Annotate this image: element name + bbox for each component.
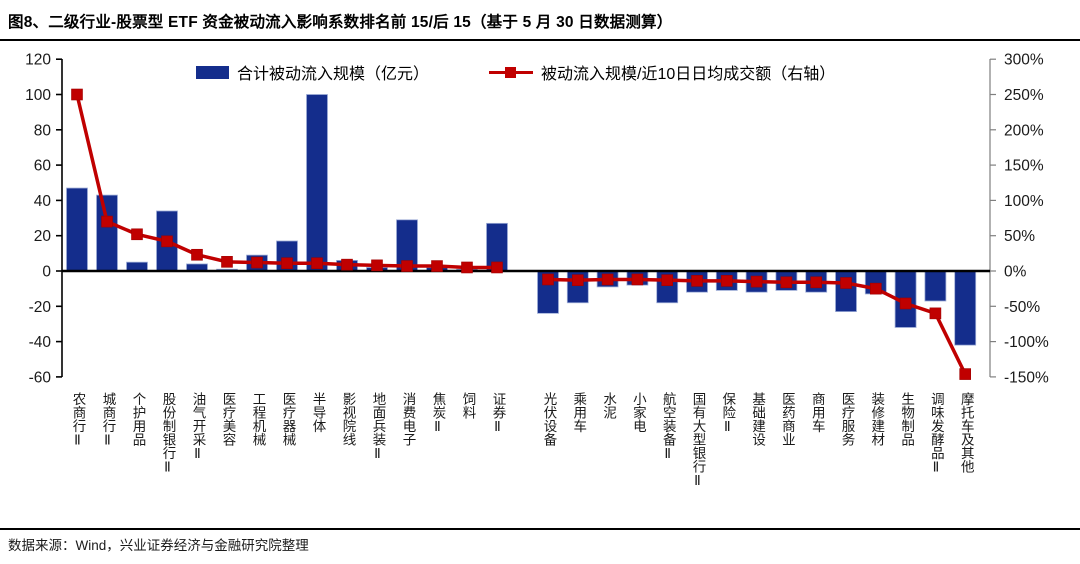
x-axis-label: 焦炭Ⅱ <box>430 392 446 435</box>
x-axis-label: 商用车 <box>809 392 825 433</box>
x-axis-label: 医疗器械 <box>280 392 296 446</box>
left-axis-tick-label: -60 <box>29 369 52 386</box>
legend-line-label: 被动流入规模/近10日日均成交额（右轴） <box>541 66 836 83</box>
line-marker <box>840 277 852 289</box>
x-axis-label: 航空装备Ⅱ <box>660 392 676 462</box>
legend-bar-swatch-icon <box>196 65 229 79</box>
line-marker <box>810 276 823 289</box>
right-axis-tick-label: 200% <box>1004 122 1044 139</box>
figure-title: 图8、二级行业-股票型 ETF 资金被动流入影响系数排名前 15/后 15（基于… <box>0 0 1080 41</box>
x-axis-label: 生物制品 <box>899 392 915 446</box>
x-axis-label: 装修建材 <box>869 392 885 446</box>
left-axis-tick-label: 120 <box>25 52 51 69</box>
x-axis-label: 个护用品 <box>130 392 146 446</box>
legend-line-swatch-icon <box>489 66 534 79</box>
x-axis-label: 水泥 <box>601 392 617 419</box>
left-axis-tick-label: 100 <box>25 87 51 104</box>
line-marker <box>221 256 233 268</box>
x-axis-label: 工程机械 <box>250 392 266 446</box>
bar <box>924 270 947 302</box>
right-axis-tick-label: 150% <box>1004 158 1044 175</box>
line-marker <box>929 307 942 320</box>
line-marker <box>661 274 674 286</box>
line-marker <box>341 258 353 271</box>
left-axis-tick-label: 20 <box>34 228 52 245</box>
line-marker <box>281 257 293 270</box>
chart-area: 300% 250% 200% 150% 100% 50% 0% -50% -100% -150% 1… <box>0 44 1080 530</box>
chart-legend: 合计被动流入规模（亿元） 被动流入规模/近10日日均成交额（右轴） <box>196 60 835 84</box>
line-marker <box>631 273 644 286</box>
x-axis-label: 医疗服务 <box>839 392 855 446</box>
x-axis-label: 消费电子 <box>400 392 416 446</box>
line-marker <box>691 275 703 287</box>
x-axis-label: 国有大型银行Ⅱ <box>690 392 706 489</box>
line-marker <box>371 259 383 272</box>
right-axis-tick-label: 0% <box>1004 264 1027 281</box>
line-marker <box>71 88 83 101</box>
x-axis-label: 医疗美容 <box>220 392 236 446</box>
left-axis-tick-label: 60 <box>34 158 52 175</box>
x-axis-label: 乘用车 <box>571 392 587 433</box>
x-axis-label: 股份制银行Ⅱ <box>160 392 176 476</box>
line-marker <box>601 273 614 286</box>
legend-line-marker <box>505 66 517 78</box>
line-marker <box>542 273 554 286</box>
x-axis-label: 影视院线 <box>340 392 356 446</box>
bar <box>835 270 857 312</box>
line-marker <box>161 235 173 248</box>
line-marker <box>869 282 882 295</box>
x-axis-label: 油气开采Ⅱ <box>190 392 206 462</box>
x-axis-label: 地面兵装Ⅱ <box>370 392 386 462</box>
line-marker <box>191 248 203 261</box>
x-axis-label: 农商行Ⅱ <box>70 392 86 449</box>
x-axis-label: 医药商业 <box>779 392 795 446</box>
chart-plot-svg: 300% 250% 200% 150% 100% 50% 0% -50% -100% -150% 1… <box>25 52 1049 387</box>
right-axis-tick-label: -100% <box>1004 334 1049 351</box>
bar <box>306 94 328 272</box>
line-marker <box>401 260 413 272</box>
bar <box>66 187 88 272</box>
line-marker <box>750 275 763 288</box>
line-marker <box>720 275 733 287</box>
line-marker <box>131 228 143 241</box>
line-marker <box>101 215 113 228</box>
line-marker <box>491 261 503 274</box>
bar <box>126 261 148 272</box>
right-axis-tick-label: 300% <box>1004 52 1044 69</box>
left-axis-tick-label: 40 <box>34 193 52 210</box>
x-axis-label: 证券Ⅱ <box>490 392 506 435</box>
x-axis-label: 摩托车及其他 <box>958 392 974 473</box>
right-axis-tick-label: -150% <box>1004 369 1049 386</box>
x-axis-label: 基础建设 <box>750 392 766 446</box>
line-marker <box>780 276 793 289</box>
left-axis-tick-label: 80 <box>34 122 52 139</box>
bar <box>954 270 977 346</box>
x-axis-label: 城商行Ⅱ <box>100 392 116 449</box>
x-axis-label: 饲料 <box>460 392 476 419</box>
left-axis-tick-label: 0 <box>42 264 51 281</box>
x-axis-label: 半导体 <box>310 392 326 433</box>
source-note: 数据来源：Wind，兴业证券经济与金融研究院整理 <box>8 538 309 553</box>
line-marker <box>461 261 473 274</box>
left-axis-tick-label: -40 <box>29 334 52 351</box>
x-axis-label: 光伏设备 <box>541 392 557 446</box>
line-marker <box>959 368 972 380</box>
bar <box>96 194 118 272</box>
right-axis-tick-label: -50% <box>1004 299 1040 316</box>
line-marker <box>431 260 443 272</box>
right-axis-tick-label: 250% <box>1004 87 1044 104</box>
line-marker <box>251 256 263 269</box>
legend-bar-label: 合计被动流入规模（亿元） <box>237 66 430 83</box>
line-marker <box>311 257 323 270</box>
line-marker <box>571 274 584 286</box>
line-marker <box>899 297 912 310</box>
x-axis-labels: 农商行Ⅱ 城商行Ⅱ 个护用品 股份制银行Ⅱ 油气开采Ⅱ 医疗美容 工程机械 医疗器械 半导体 影视… <box>0 392 1080 526</box>
x-axis-label: 小家电 <box>630 392 646 433</box>
x-axis-label: 保险Ⅱ <box>720 392 736 435</box>
left-axis-tick-label: -20 <box>29 299 52 316</box>
x-axis-label: 调味发酵品Ⅱ <box>928 392 944 476</box>
right-axis-tick-label: 50% <box>1004 228 1035 245</box>
right-axis-tick-label: 100% <box>1004 193 1044 210</box>
